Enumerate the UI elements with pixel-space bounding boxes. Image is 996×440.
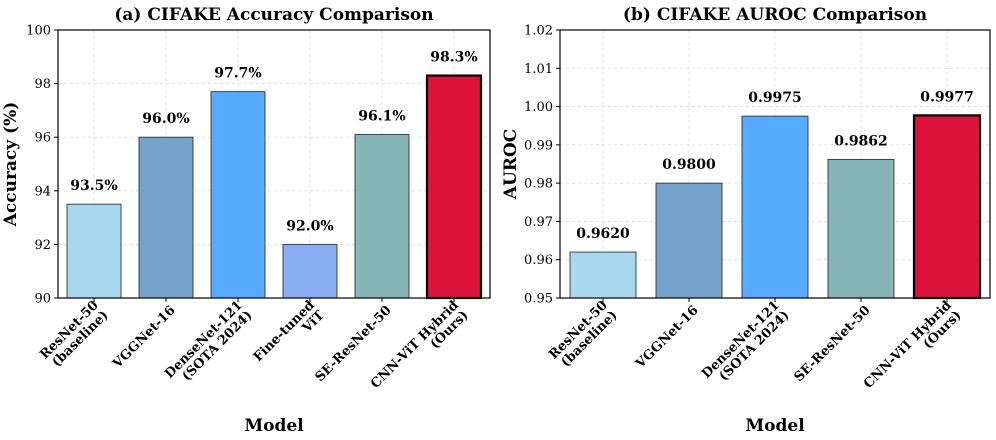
y-axis-label: AUROC xyxy=(501,129,521,200)
bar xyxy=(741,115,809,299)
y-tick-label: 92 xyxy=(34,238,51,253)
data-label: 97.7% xyxy=(214,66,261,82)
x-tick-label: Fine-tunedViT xyxy=(251,298,328,375)
y-axis-label: Accuracy (%) xyxy=(1,102,21,228)
bar xyxy=(138,136,194,299)
y-tick-label: 1.02 xyxy=(524,24,553,39)
bar xyxy=(912,114,982,300)
x-tick-label: VGGNet-16 xyxy=(632,303,701,372)
bar xyxy=(66,203,122,299)
x-axis-label: Model xyxy=(244,416,304,436)
x-tick-label: ResNet-50(baseline) xyxy=(546,298,620,372)
chart-title: (b) CIFAKE AUROC Comparison xyxy=(623,5,927,25)
data-label: 93.5% xyxy=(70,178,117,194)
x-tick-label: SE-ResNet-50 xyxy=(792,303,874,385)
x-tick-label-line: VGGNet-16 xyxy=(109,303,178,372)
x-tick-label-line: SE-ResNet-50 xyxy=(792,303,874,385)
x-tick-label: VGGNet-16 xyxy=(109,303,178,372)
data-label: 96.0% xyxy=(142,111,189,127)
data-label: 92.0% xyxy=(286,218,333,234)
data-label: 0.9800 xyxy=(662,157,716,173)
bar xyxy=(655,182,723,299)
x-tick-label-line: CNN-ViT Hybrid xyxy=(861,298,955,392)
y-tick-label: 1.01 xyxy=(524,62,553,77)
bar xyxy=(282,243,338,299)
panel-auroc: (b) CIFAKE AUROC Comparison 0.95 0.96 0.97 0… xyxy=(501,5,991,436)
x-tick-label-line: VGGNet-16 xyxy=(632,303,701,372)
bar xyxy=(354,134,410,299)
x-axis-label: Model xyxy=(745,416,805,436)
data-label: 0.9977 xyxy=(920,89,974,105)
chart-title: (a) CIFAKE Accuracy Comparison xyxy=(114,5,433,25)
x-tick-label: CNN-ViT Hybrid(Ours) xyxy=(861,298,965,402)
y-tick-label: 0.97 xyxy=(524,215,553,230)
y-tick-label: 0.98 xyxy=(524,177,553,192)
y-tick-label: 90 xyxy=(34,292,51,307)
y-tick-label: 96 xyxy=(34,131,51,146)
y-tick-label: 0.99 xyxy=(524,138,553,153)
data-label: 0.9862 xyxy=(834,133,888,149)
y-tick-label: 94 xyxy=(34,184,51,199)
y-tick-label: 0.95 xyxy=(524,292,553,307)
data-label: 0.9620 xyxy=(576,226,630,242)
x-tick-label: DenseNet-121(SOTA 2024) xyxy=(699,298,793,392)
data-label: 0.9975 xyxy=(748,90,802,106)
y-tick-label: 98 xyxy=(34,77,51,92)
y-tick-label: 100 xyxy=(26,24,51,39)
bar xyxy=(210,91,266,299)
bar xyxy=(569,251,637,299)
x-tick-label: ResNet-50(baseline) xyxy=(37,298,111,372)
data-label: 98.3% xyxy=(430,50,477,66)
y-tick-label: 1.00 xyxy=(524,100,553,115)
bar xyxy=(827,158,895,299)
bar xyxy=(425,74,483,300)
y-tick-label: 0.96 xyxy=(524,253,553,268)
data-label: 96.1% xyxy=(358,109,405,125)
panel-accuracy: (a) CIFAKE Accuracy Comparison 90 92 94 96 98… xyxy=(1,5,491,436)
plot-frame xyxy=(57,29,491,299)
